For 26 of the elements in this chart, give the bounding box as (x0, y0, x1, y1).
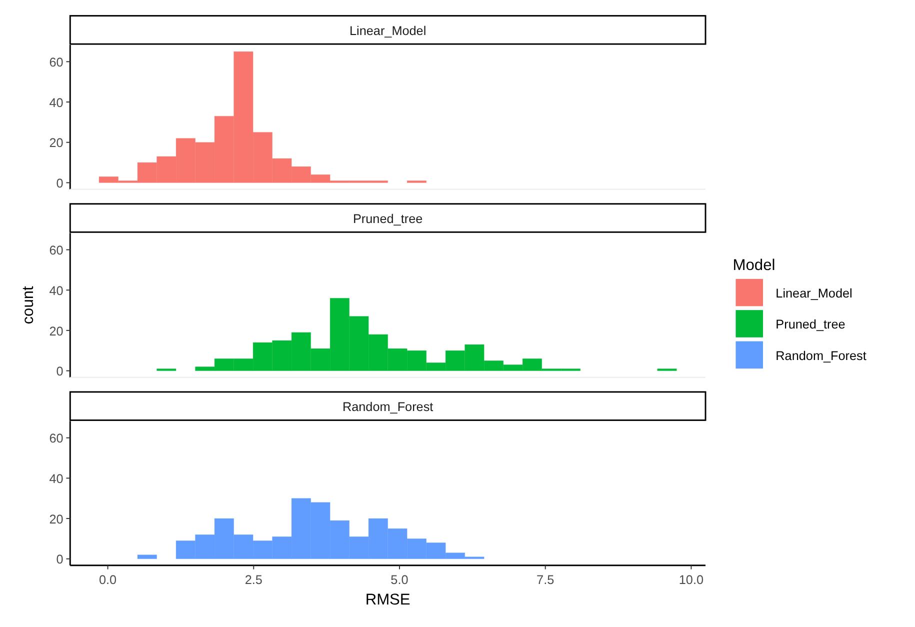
x-tick-label: 10.0 (678, 572, 704, 587)
y-tick-label: 0 (56, 364, 64, 379)
y-axis-title: count (20, 285, 38, 324)
y-tick-label: 0 (56, 176, 64, 191)
x-tick-label: 5.0 (390, 572, 408, 587)
x-tick-label: 2.5 (244, 572, 262, 587)
y-tick-label: 60 (49, 56, 64, 70)
y-tick-label: 20 (49, 324, 64, 338)
y-tick-label: 20 (49, 512, 64, 526)
x-axis-title: RMSE (365, 591, 410, 608)
legend-label: Random_Forest (776, 348, 867, 363)
y-tick-label: 20 (49, 136, 64, 150)
y-tick-label: 40 (49, 284, 64, 298)
y-tick-label: 40 (49, 472, 64, 486)
legend-label: Pruned_tree (776, 318, 846, 332)
chart-title: Linear_Model (349, 24, 426, 38)
x-tick-label: 0.0 (98, 572, 117, 587)
y-tick-label: 0 (56, 552, 64, 567)
y-tick-label: 60 (49, 432, 64, 446)
legend-label: Linear_Model (776, 286, 852, 300)
y-tick-label: 60 (49, 244, 64, 258)
x-tick-label: 7.5 (536, 572, 554, 587)
chart-title: Random_Forest (342, 400, 434, 414)
legend-title: Model (732, 257, 776, 274)
chart-title: Pruned_tree (352, 212, 423, 226)
y-tick-label: 40 (49, 96, 64, 110)
